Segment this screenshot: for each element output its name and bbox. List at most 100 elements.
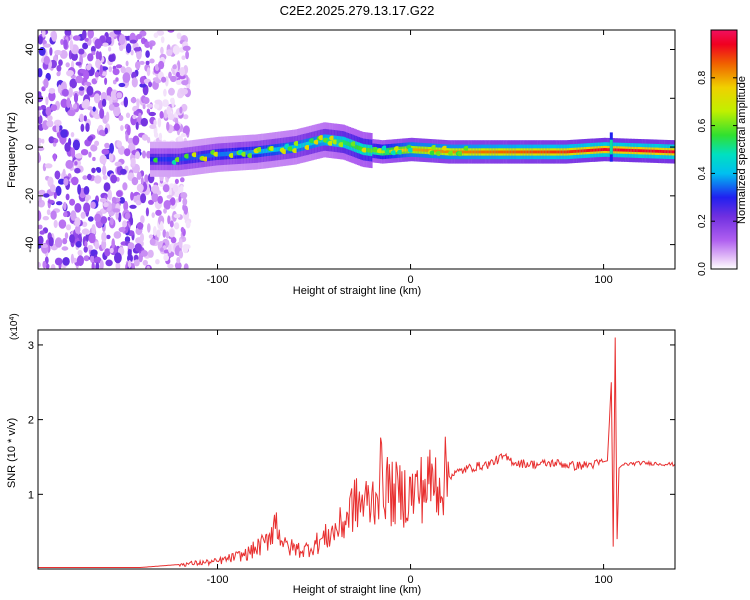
- ridge-blob: [184, 153, 190, 159]
- noise-cell: [69, 78, 77, 89]
- noise-cell: [148, 199, 154, 205]
- ridge-cell: [217, 152, 220, 157]
- noise-cell: [146, 136, 151, 144]
- ridge-cell: [194, 155, 197, 160]
- top-y-axis-label: Frequency (Hz): [6, 112, 18, 188]
- ridge-cell: [190, 155, 192, 160]
- ridge-cell: [381, 150, 384, 154]
- noise-cell: [64, 232, 69, 240]
- ridge-blob: [361, 147, 368, 153]
- spectrogram-frame: [37, 29, 676, 270]
- exponent-power: 4: [9, 317, 16, 321]
- noise-cell: [41, 30, 46, 38]
- ridge-cell: [605, 148, 608, 151]
- noise-cell: [56, 123, 60, 133]
- ridge-cell: [478, 150, 481, 154]
- noise-cell: [91, 167, 96, 174]
- noise-cell: [98, 129, 105, 136]
- noise-cell: [185, 220, 191, 229]
- noise-cell: [107, 216, 111, 221]
- noise-cell: [84, 37, 89, 42]
- noise-cell: [112, 68, 120, 76]
- noise-cell: [116, 140, 122, 148]
- noise-cell: [87, 30, 94, 39]
- noise-cell: [54, 49, 62, 56]
- ridge-cell: [485, 150, 487, 154]
- noise-cell: [136, 171, 142, 180]
- noise-cell: [100, 216, 108, 225]
- ridge-cell: [574, 149, 577, 153]
- ridge-cell: [531, 150, 534, 154]
- ridge-cell: [420, 148, 422, 152]
- ridge-cell: [267, 148, 270, 153]
- noise-cell: [80, 211, 86, 219]
- noise-cell: [61, 246, 69, 251]
- noise-cell: [95, 59, 101, 69]
- bottom-y-axis-label: SNR (10 * v/v): [6, 418, 18, 488]
- noise-cell: [73, 103, 78, 110]
- noise-cell: [106, 234, 111, 240]
- noise-cell: [123, 96, 128, 108]
- y-tick-label: 1: [28, 489, 34, 501]
- noise-cell: [38, 35, 43, 45]
- noise-cell: [161, 76, 167, 83]
- ridge-cell: [296, 144, 299, 149]
- noise-cell: [162, 184, 170, 193]
- noise-cell: [180, 177, 185, 183]
- ridge-cell: [499, 150, 501, 154]
- noise-cell: [100, 208, 106, 214]
- noise-cell: [155, 79, 162, 84]
- ridge-cell: [251, 150, 254, 155]
- noise-cell: [82, 175, 88, 180]
- noise-cell: [71, 176, 79, 186]
- noise-cell: [83, 186, 90, 195]
- ridge-cell: [551, 150, 554, 154]
- noise-cell: [166, 49, 173, 57]
- noise-cell: [147, 249, 154, 258]
- noise-cell: [186, 83, 191, 90]
- ridge-cell: [358, 145, 361, 151]
- noise-cell: [101, 148, 110, 155]
- ridge-cell: [587, 149, 589, 152]
- ridge-cell: [673, 150, 675, 154]
- ridge-blob: [153, 157, 160, 163]
- noise-cell: [64, 142, 71, 152]
- ridge-blob: [372, 147, 379, 152]
- noise-cell: [158, 60, 165, 70]
- noise-cell: [116, 190, 123, 197]
- noise-cell: [83, 202, 91, 213]
- noise-cell: [148, 111, 156, 117]
- noise-cell: [44, 163, 53, 169]
- noise-cell: [106, 95, 111, 101]
- ridge-cell: [580, 149, 583, 153]
- noise-cell: [78, 48, 85, 55]
- noise-cell: [62, 168, 66, 177]
- colorbar: 0.0 0.2 0.4 0.6 0.8 Normalized spectral ampl…: [697, 29, 748, 276]
- noise-cell: [108, 104, 115, 111]
- noise-cell: [43, 55, 50, 65]
- ridge-blob: [394, 146, 400, 152]
- noise-cell: [113, 30, 122, 35]
- noise-cell: [129, 39, 137, 44]
- noise-cell: [38, 195, 42, 203]
- ridge-cell: [525, 150, 527, 154]
- ridge-cell: [301, 143, 304, 148]
- noise-cell: [45, 96, 49, 106]
- snr-frame: [37, 329, 676, 570]
- noise-cell: [172, 64, 177, 70]
- exponent-base: (x10: [9, 320, 20, 340]
- noise-cell: [134, 243, 142, 252]
- ridge-cell: [443, 150, 446, 153]
- ridge-cell: [344, 140, 347, 145]
- ridge-cell: [511, 150, 514, 154]
- noise-cell: [74, 161, 78, 166]
- noise-cell: [173, 213, 181, 219]
- ridge-cell: [446, 150, 449, 154]
- ridge-cell: [247, 150, 249, 155]
- ridge-cell: [262, 148, 265, 154]
- ridge-cell: [557, 150, 560, 154]
- noise-cell: [160, 46, 164, 55]
- noise-cell: [70, 147, 76, 159]
- noise-cell: [49, 47, 53, 56]
- noise-cell: [115, 261, 121, 269]
